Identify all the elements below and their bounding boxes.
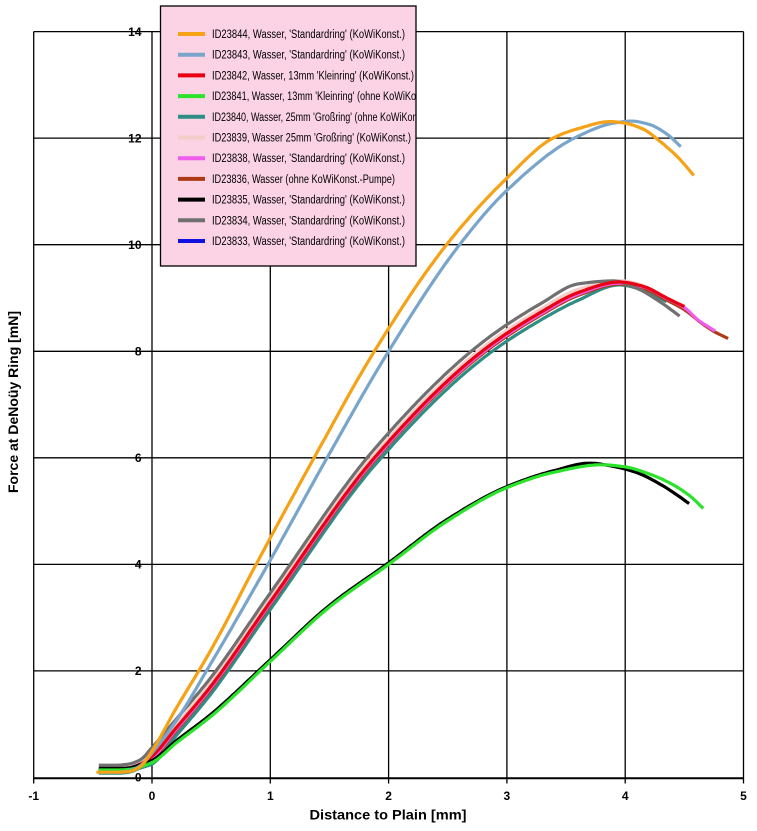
svg-text:ID23838, Wasser, 'Standardring: ID23838, Wasser, 'Standardring' (KoWiKon… <box>212 153 405 165</box>
svg-text:5: 5 <box>740 789 747 803</box>
svg-text:1: 1 <box>267 789 274 803</box>
svg-text:ID23841, Wasser, 13mm 'Kleinri: ID23841, Wasser, 13mm 'Kleinring' (ohne … <box>212 91 434 103</box>
svg-text:ID23840, Wasser, 25mm 'Großrin: ID23840, Wasser, 25mm 'Großring' (ohne K… <box>212 112 430 124</box>
svg-text:Distance to Plain [mm]: Distance to Plain [mm] <box>310 807 467 823</box>
svg-text:ID23835, Wasser, 'Standardring: ID23835, Wasser, 'Standardring' (KoWiKon… <box>212 195 405 207</box>
svg-text:2: 2 <box>385 789 392 803</box>
svg-text:3: 3 <box>504 789 511 803</box>
svg-text:Force at DeNoüy Ring [mN]: Force at DeNoüy Ring [mN] <box>5 311 21 493</box>
svg-text:ID23842, Wasser, 13mm 'Kleinri: ID23842, Wasser, 13mm 'Kleinring' (KoWiK… <box>212 70 414 82</box>
svg-text:ID23834, Wasser, 'Standardring: ID23834, Wasser, 'Standardring' (KoWiKon… <box>212 215 405 227</box>
svg-text:ID23836, Wasser (ohne KoWiKon: ID23836, Wasser (ohne KoWiKonst.-Pumpe) <box>212 174 395 186</box>
svg-text:-1: -1 <box>28 789 39 803</box>
svg-text:4: 4 <box>622 789 629 803</box>
svg-text:ID23844, Wasser, 'Standardring: ID23844, Wasser, 'Standardring' (KoWiKon… <box>212 29 405 41</box>
svg-text:ID23843, Wasser, 'Standardring: ID23843, Wasser, 'Standardring' (KoWiKon… <box>212 50 405 62</box>
svg-text:ID23839, Wasser 25mm 'Großring: ID23839, Wasser 25mm 'Großring' (KoWiKon… <box>212 133 411 145</box>
svg-text:ID23833, Wasser, 'Standardring: ID23833, Wasser, 'Standardring' (KoWiKon… <box>212 236 405 248</box>
svg-text:0: 0 <box>149 789 156 803</box>
